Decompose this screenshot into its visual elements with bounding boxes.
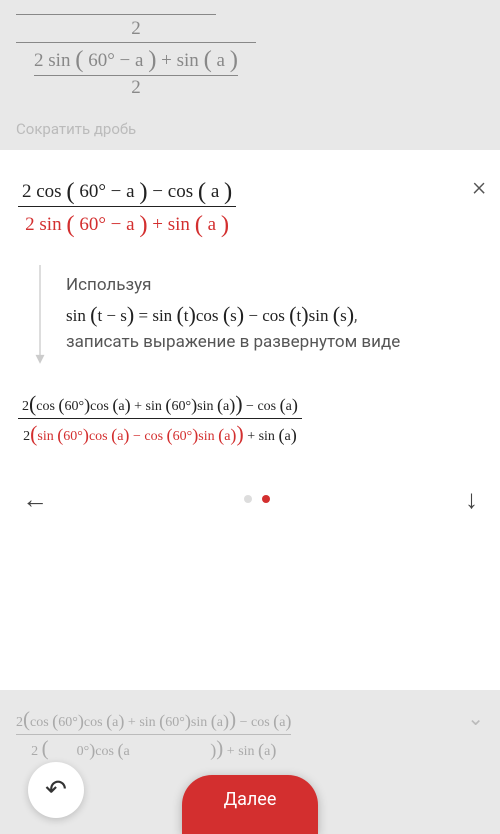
step-explanation: ▾ Используя sin (t − s) = sin (t)cos (s)… xyxy=(28,265,482,362)
step-nav: ← ↓ xyxy=(18,484,482,515)
dot-0[interactable] xyxy=(244,495,252,503)
nav-back-button[interactable]: ← xyxy=(22,484,48,515)
nav-down-button[interactable]: ↓ xyxy=(465,484,478,515)
next-button[interactable]: Далее xyxy=(182,775,319,834)
dot-1[interactable] xyxy=(262,495,270,503)
top-numerator: 2 xyxy=(131,18,141,39)
undo-button[interactable]: ↶ xyxy=(28,762,84,818)
floating-controls: ↶ Далее xyxy=(0,761,500,820)
main-expression: 2 cos ( 60° − a ) − cos ( a ) 2 sin ( 60… xyxy=(18,174,482,239)
step-intro: Используя xyxy=(66,275,151,295)
simplify-hint: Сократить дробь xyxy=(16,120,484,138)
step-flow-line: ▾ xyxy=(28,265,52,362)
undo-icon: ↶ xyxy=(45,775,67,805)
chevron-down-icon[interactable]: ⌄ xyxy=(467,706,484,730)
step-formula: sin (t − s) = sin (t)cos (s) − cos (t)si… xyxy=(66,306,354,325)
main-denominator: 2 sin ( 60° − a ) + sin ( a ) xyxy=(18,207,236,239)
expanded-denominator: 2(sin (60°)cos (a) − cos (60°)sin (a)) +… xyxy=(18,419,302,448)
page-dots xyxy=(244,495,270,503)
expanded-expression: 2(cos (60°)cos (a) + sin (60°)sin (a)) −… xyxy=(18,389,482,448)
close-icon[interactable]: × xyxy=(472,172,486,202)
previous-step-preview: 2 2 sin ( 60° − a ) + sin ( a ) 2 Сократ… xyxy=(0,0,500,146)
top-fraction: 2 2 sin ( 60° − a ) + sin ( a ) 2 xyxy=(16,17,256,100)
expanded-numerator: 2(cos (60°)cos (a) + sin (60°)sin (a)) −… xyxy=(18,389,302,418)
bottom-numerator: 2(cos (60°)cos (a) + sin (60°)sin (a)) −… xyxy=(16,715,291,730)
solution-step-card: × 2 cos ( 60° − a ) − cos ( a ) 2 sin ( … xyxy=(0,150,500,690)
arrow-down-icon: ▾ xyxy=(35,354,44,363)
step-tail: записать выражение в развернутом виде xyxy=(66,332,400,352)
main-numerator: 2 cos ( 60° − a ) − cos ( a ) xyxy=(18,174,236,206)
next-step-preview: ⌄ 2(cos (60°)cos (a) + sin (60°)sin (a))… xyxy=(0,690,500,762)
bottom-denominator: 2 ( 0°)cos (a )) + sin (a) xyxy=(31,744,276,759)
